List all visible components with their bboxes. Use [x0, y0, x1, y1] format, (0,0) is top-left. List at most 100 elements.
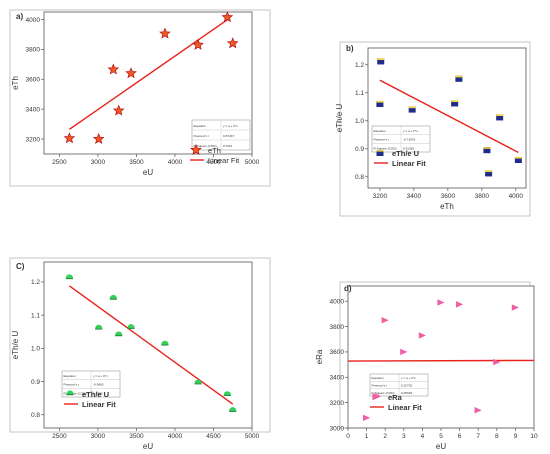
- y-tick-label: 3800: [330, 324, 345, 331]
- legend-marker: [372, 393, 380, 401]
- x-tick-label: 9: [514, 433, 518, 440]
- data-point: [381, 317, 389, 324]
- data-point: [226, 37, 239, 49]
- stats-key: Pearson's r: [374, 138, 390, 142]
- data-point: [455, 75, 463, 82]
- y-axis-title: eRa: [315, 349, 324, 364]
- chart-panel-4: d) 0 1 2 3 4 5 6 7 8 9 10 3000 3200 3400 3600 3800 4000 eU…: [315, 281, 538, 451]
- stats-value: 0.87247: [223, 134, 234, 138]
- x-tick-label: 4500: [206, 433, 221, 440]
- panel-label: a): [16, 12, 23, 21]
- x-tick-label: 3600: [441, 193, 456, 200]
- data-point: [194, 379, 202, 385]
- data-point: [377, 58, 385, 65]
- data-point: [376, 101, 384, 107]
- data-point: [192, 38, 204, 50]
- panel-frame: [9, 257, 271, 433]
- data-point: [159, 27, 171, 39]
- x-tick-label: 3200: [373, 193, 388, 200]
- stats-key: R-Square (COD): [194, 144, 217, 148]
- data-point: [221, 11, 234, 23]
- x-tick-label: 8: [495, 433, 499, 440]
- x-tick-label: 2500: [52, 433, 67, 440]
- data-point: [483, 147, 491, 154]
- y-tick-label: 3200: [26, 136, 41, 143]
- x-tick-label: 3: [402, 433, 406, 440]
- data-point: [363, 414, 371, 422]
- regression-stats-box: Equation y = a + b*x Pearson's r -0.71679 R-…: [371, 125, 431, 153]
- stats-value: y = a + b*x: [403, 129, 418, 133]
- regression-stats-box: Equation y = a + b*x Pearson's r 0.22702 R-S…: [369, 373, 429, 397]
- data-point: [437, 299, 445, 306]
- y-tick-label: 3800: [26, 47, 41, 54]
- chart-panel-3: C) 2500 3000 3500 4000 4500 5000 0.8 0.9 1.0 1.1 1.…: [9, 257, 271, 451]
- plot-area: [43, 261, 253, 429]
- y-axis-title: eTh: [11, 76, 20, 90]
- y-tick-label: 3400: [26, 106, 41, 113]
- stats-value: 0.22702: [401, 383, 412, 387]
- data-point: [511, 304, 519, 311]
- data-point: [92, 132, 105, 145]
- stats-value: 0.05049: [401, 391, 412, 395]
- legend-series-label: eTh/e U: [82, 390, 109, 399]
- stats-key: Equation: [194, 124, 206, 128]
- x-tick-label: 5: [439, 433, 443, 440]
- linear-fit-line: [69, 18, 230, 130]
- data-point: [418, 332, 426, 339]
- x-tick-label: 3000: [91, 433, 106, 440]
- stats-value: 0.7611: [223, 144, 233, 148]
- stats-value: -0.9083: [93, 383, 104, 387]
- data-point: [408, 106, 416, 113]
- data-point: [514, 157, 522, 163]
- data-point: [63, 132, 76, 144]
- y-tick-label: 3400: [330, 375, 345, 382]
- y-tick-label: 0.8: [355, 174, 364, 181]
- y-tick-label: 1.2: [355, 62, 364, 69]
- x-tick-label: 10: [530, 433, 538, 440]
- x-tick-label: 4: [421, 433, 425, 440]
- legend-fit-label: Linear Fit: [208, 156, 240, 165]
- data-point: [95, 324, 103, 330]
- x-tick-label: 4000: [509, 193, 524, 200]
- data-point: [223, 391, 231, 396]
- legend-series-label: eTh: [208, 146, 221, 155]
- data-point: [161, 340, 169, 346]
- data-point: [474, 407, 482, 414]
- stats-key: Pearson's r: [194, 134, 210, 138]
- panel-frame: [339, 41, 531, 217]
- regression-stats-box: Equation y = a + b*x Pearson's r 0.87247 R-S…: [191, 119, 251, 151]
- y-tick-label: 1.0: [355, 118, 364, 125]
- x-tick-label: 3500: [129, 159, 144, 166]
- x-tick-label: 3400: [407, 193, 422, 200]
- stats-key: Equation: [372, 376, 384, 380]
- stats-key: R-Square (COD): [64, 391, 87, 395]
- y-tick-label: 3600: [330, 349, 345, 356]
- y-tick-label: 3600: [26, 77, 41, 84]
- x-tick-label: 2500: [52, 159, 67, 166]
- legend-marker: [376, 150, 384, 156]
- x-tick-label: 3500: [129, 433, 144, 440]
- x-tick-label: 7: [476, 433, 480, 440]
- y-tick-label: 0.8: [31, 412, 40, 419]
- x-axis-title: eU: [143, 168, 153, 177]
- x-tick-label: 1: [365, 433, 369, 440]
- stats-value: y = a + b*x: [93, 374, 108, 378]
- linear-fit-line: [347, 359, 535, 362]
- data-point: [400, 348, 408, 356]
- y-tick-label: 0.9: [31, 379, 40, 386]
- data-point: [496, 114, 504, 121]
- stats-key: Equation: [374, 129, 386, 133]
- y-tick-label: 1.1: [31, 312, 40, 319]
- stats-value: y = a + b*x: [401, 376, 416, 380]
- x-axis-title: eU: [436, 442, 446, 451]
- legend-series-label: eTh/e U: [392, 149, 419, 158]
- stats-key: Pearson's r: [64, 383, 80, 387]
- y-tick-label: 4000: [26, 17, 41, 24]
- panel-label: d): [344, 284, 352, 293]
- legend-marker: [66, 390, 74, 396]
